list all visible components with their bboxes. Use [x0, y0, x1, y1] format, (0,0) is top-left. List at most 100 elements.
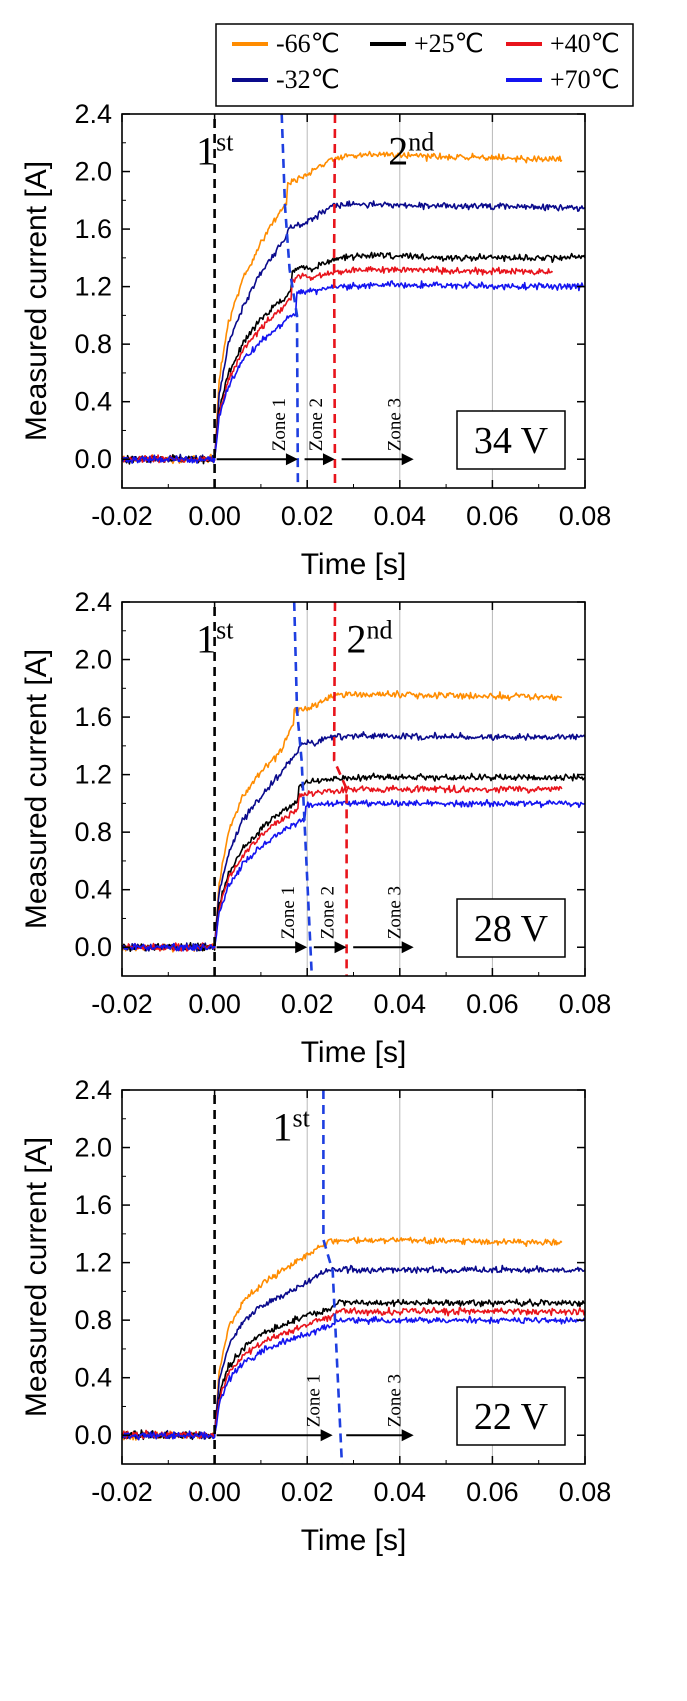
legend-label: -66℃ — [276, 29, 340, 58]
zone-label: Zone 1 — [269, 398, 290, 451]
voltage-box — [456, 898, 566, 958]
voltage-label: 28 V — [474, 908, 549, 950]
y-tick-label: 1.6 — [74, 214, 112, 244]
x-tick-label: 0.06 — [466, 1477, 519, 1507]
x-axis-label: Time [s] — [301, 1036, 407, 1069]
legend-entry: -66℃ — [232, 29, 340, 58]
stage-label-number: 1 — [272, 1104, 292, 1149]
voltage-label: 22 V — [474, 1396, 549, 1438]
x-tick-label: -0.02 — [91, 989, 153, 1019]
stage-label-suffix: st — [216, 127, 234, 156]
y-axis-label: Measured current [A] — [20, 649, 53, 929]
chart-panel: 1st 2nd Zone 1 Zone 2 Zone 3 34 V -0.02 0.00 0.0… — [20, 99, 611, 581]
y-tick-label: 0.8 — [74, 1305, 112, 1335]
zone-label: Zone 3 — [385, 886, 406, 939]
legend-frame — [215, 23, 634, 107]
stage-label: 1st — [272, 1103, 310, 1149]
y-tick-label: 0.4 — [74, 387, 112, 417]
stage-label-suffix: st — [292, 1103, 310, 1132]
zone-arrowhead — [401, 453, 414, 466]
zone-label: Zone 1 — [304, 1374, 325, 1427]
series-line — [121, 1298, 586, 1441]
x-tick-label: 0.06 — [466, 501, 519, 531]
dashed-marker-line — [292, 601, 314, 977]
zone-label: Zone 2 — [318, 886, 339, 939]
legend-entry: +70℃ — [506, 65, 620, 94]
series — [121, 798, 586, 952]
y-tick-label: 0.0 — [74, 932, 112, 962]
x-axis-label: Time [s] — [301, 1524, 407, 1557]
x-tick-label: 0.04 — [374, 1477, 427, 1507]
y-tick-label: 2.4 — [74, 1075, 112, 1105]
x-tick-label: 0.02 — [281, 1477, 334, 1507]
stage-label: 1st — [196, 127, 234, 173]
x-tick-label: 0.02 — [281, 501, 334, 531]
y-tick-label: 0.8 — [74, 329, 112, 359]
zone-arrowhead — [285, 453, 298, 466]
chart-panel: 1st Zone 1 Zone 3 22 V -0.02 0.00 0.02 0.04 0.06… — [20, 1075, 611, 1557]
y-axis-label: Measured current [A] — [20, 161, 53, 441]
dashed-marker-line — [332, 113, 337, 489]
series-line — [121, 798, 586, 952]
series-line — [121, 1315, 586, 1441]
y-tick-label: 2.0 — [74, 645, 112, 675]
legend-label: +70℃ — [550, 65, 620, 94]
voltage-box — [456, 1386, 566, 1446]
zone-arrowhead — [295, 941, 308, 954]
y-axis-label: Measured current [A] — [20, 1137, 53, 1417]
x-tick-label: 0.06 — [466, 989, 519, 1019]
stage-label-number: 2 — [388, 128, 408, 173]
stage-label: 1st — [196, 615, 234, 661]
y-tick-label: 0.0 — [74, 1420, 112, 1450]
stage-label: 2nd — [347, 615, 393, 661]
legend-label: +40℃ — [550, 29, 620, 58]
series — [121, 1315, 586, 1441]
zone-arrowhead — [322, 453, 335, 466]
stage-label-number: 1 — [196, 616, 216, 661]
zone-arrowhead — [320, 1429, 333, 1442]
series — [121, 1298, 586, 1441]
zone-label: Zone 1 — [278, 886, 299, 939]
series-line — [121, 280, 586, 464]
x-tick-label: -0.02 — [91, 1477, 153, 1507]
y-tick-label: 0.8 — [74, 817, 112, 847]
y-tick-label: 0.4 — [74, 875, 112, 905]
y-tick-label: 2.4 — [74, 99, 112, 129]
x-tick-label: 0.04 — [374, 989, 427, 1019]
zone-arrowhead — [334, 941, 347, 954]
legend: -66℃ +25℃ +40℃ -32℃ +70℃ — [215, 23, 634, 107]
x-axis-label: Time [s] — [301, 548, 407, 581]
x-tick-label: 0.08 — [559, 1477, 612, 1507]
y-tick-label: 0.0 — [74, 444, 112, 474]
dashed-marker-line — [322, 1090, 344, 1465]
x-tick-label: 0.08 — [559, 501, 612, 531]
x-tick-label: 0.00 — [188, 989, 241, 1019]
y-tick-label: 2.0 — [74, 1133, 112, 1163]
chart-panel: 1st 2nd Zone 1 Zone 2 Zone 3 28 V -0.02 0.00 0.0… — [20, 587, 611, 1069]
legend-entry: -32℃ — [232, 65, 340, 94]
y-tick-label: 2.0 — [74, 157, 112, 187]
legend-entry: +40℃ — [506, 29, 620, 58]
dashed-marker-line — [332, 601, 348, 976]
legend-entry: +25℃ — [370, 29, 484, 58]
stage-label: 2nd — [388, 127, 434, 173]
legend-label: -32℃ — [276, 65, 340, 94]
voltage-box — [456, 410, 566, 470]
x-tick-label: -0.02 — [91, 501, 153, 531]
y-tick-label: 2.4 — [74, 587, 112, 617]
y-tick-label: 1.2 — [74, 760, 112, 790]
y-tick-label: 0.4 — [74, 1363, 112, 1393]
stage-label-suffix: st — [216, 615, 234, 644]
stage-label-number: 2 — [347, 616, 367, 661]
zone-label: Zone 3 — [385, 1374, 406, 1427]
dashed-marker-line — [280, 113, 300, 489]
series — [121, 280, 586, 464]
x-tick-label: 0.08 — [559, 989, 612, 1019]
zone-arrowhead — [401, 1429, 414, 1442]
legend-label: +25℃ — [414, 29, 484, 58]
y-tick-label: 1.6 — [74, 702, 112, 732]
zone-label: Zone 2 — [306, 398, 327, 451]
y-tick-label: 1.2 — [74, 1248, 112, 1278]
zone-arrowhead — [401, 941, 414, 954]
